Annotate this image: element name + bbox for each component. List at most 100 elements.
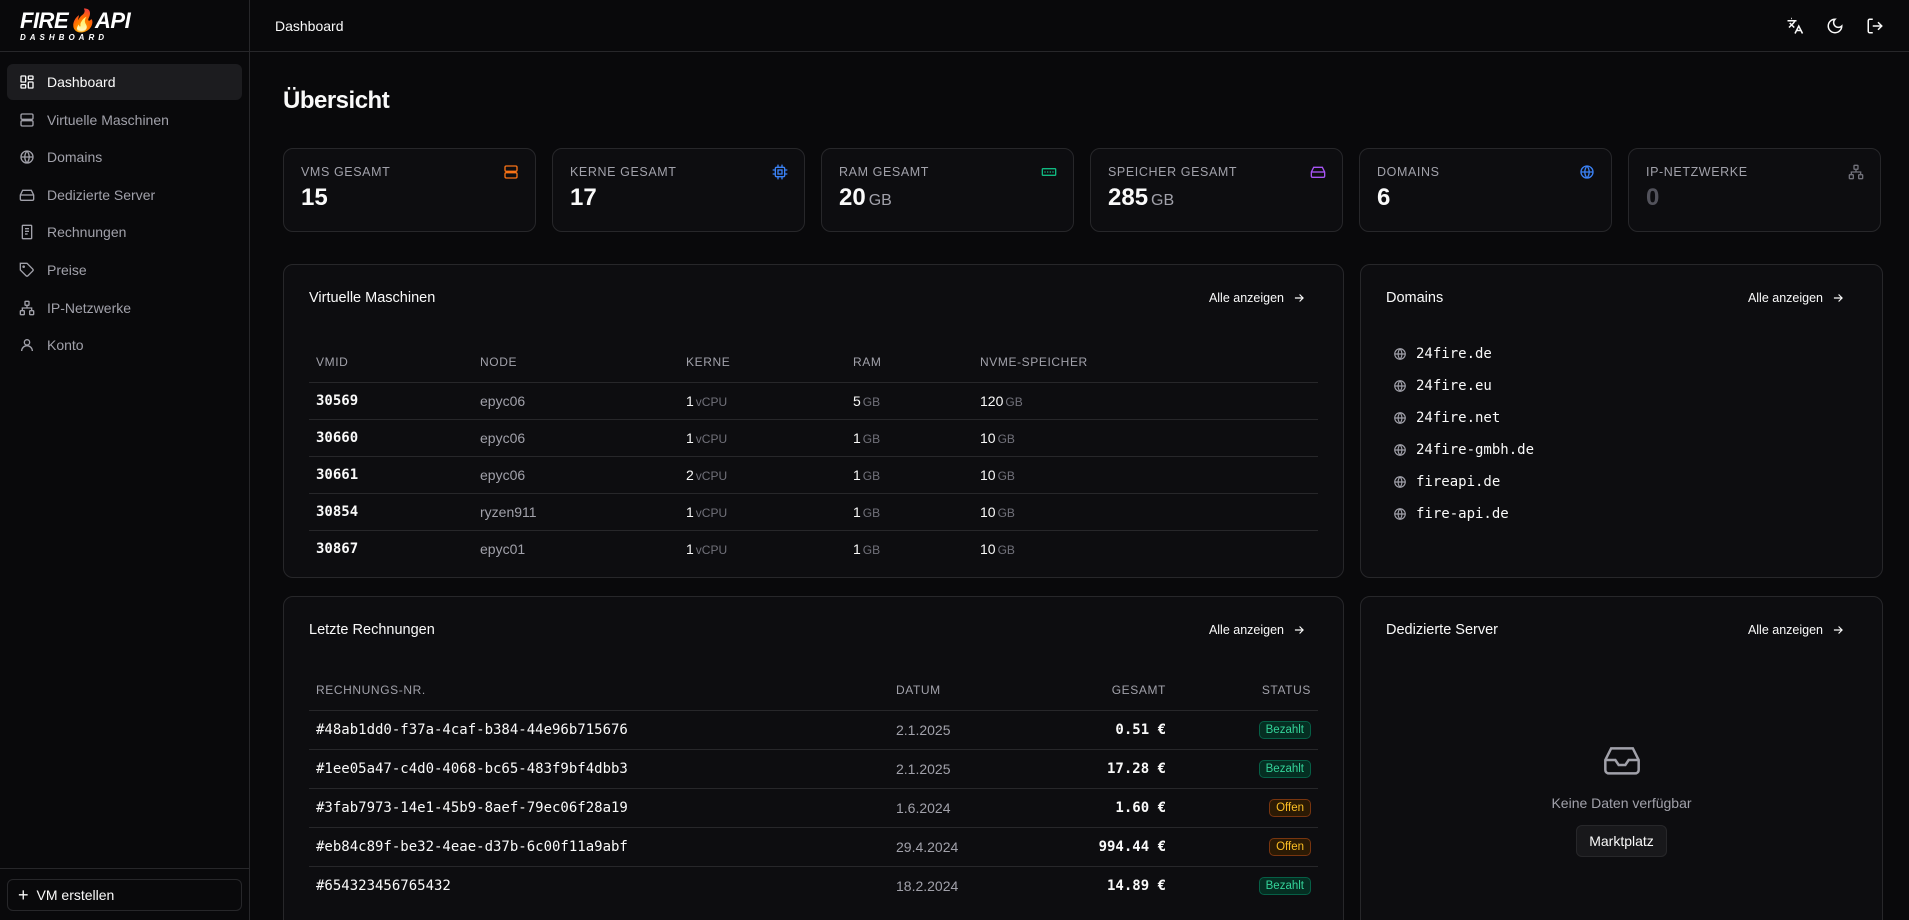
sidebar-item-dedicated-servers[interactable]: Dedizierte Server (7, 177, 242, 213)
create-vm-button[interactable]: + VM erstellen (7, 879, 242, 911)
memory-icon (1041, 168, 1057, 176)
domain-name: 24fire.net (1416, 410, 1501, 426)
stat-card-ip-networks: IP-Netzwerke 0 (1628, 148, 1881, 232)
vm-cores: 1 vCPU (679, 530, 846, 567)
column-header: KERNE (679, 342, 846, 383)
ram-value: 5 (853, 392, 861, 409)
logo[interactable]: FIRE🔥API DASHBOARD (0, 0, 249, 52)
sidebar-item-invoices[interactable]: Rechnungen (7, 214, 242, 250)
disk-value: 10 (980, 540, 996, 557)
table-row[interactable]: #48ab1dd0-f37a-4caf-b384-44e96b715676 2.1… (309, 710, 1318, 750)
stat-label: Domains (1377, 165, 1440, 179)
stat-card-ram: RAM gesamt 20 GB (821, 148, 1074, 232)
disk-value: 10 (980, 429, 996, 446)
dedicated-panel: Dedizierte Server Alle anzeigen Keine Da… (1360, 596, 1883, 920)
disk-unit: GB (997, 431, 1015, 446)
tag-icon (19, 262, 34, 277)
moon-icon[interactable] (1826, 17, 1844, 35)
vm-ram: 1 GB (846, 456, 973, 494)
status-badge: Bezahlt (1258, 877, 1311, 896)
stat-unit: GB (868, 192, 892, 209)
vm-disk: 10 GB (973, 530, 1318, 567)
list-item[interactable]: 24fire.net (1393, 402, 1850, 434)
cores-value: 1 (686, 429, 694, 446)
vm-cores: 1 vCPU (679, 419, 846, 457)
see-all-label: Alle anzeigen (1747, 622, 1823, 637)
column-header: GESAMT (1031, 670, 1173, 711)
list-item[interactable]: 24fire-gmbh.de (1393, 434, 1850, 466)
sidebar-item-domains[interactable]: Domains (7, 139, 242, 175)
dedicated-see-all-link[interactable]: Alle anzeigen (1748, 623, 1845, 637)
list-item[interactable]: 24fire.eu (1393, 370, 1850, 402)
vm-ram: 1 GB (846, 419, 973, 457)
domains-see-all-link[interactable]: Alle anzeigen (1748, 291, 1845, 305)
table-row[interactable]: 30569 epyc06 1 vCPU 5 GB 120 GB (309, 382, 1318, 420)
vm-cores: 1 vCPU (679, 493, 846, 531)
vm-node: epyc01 (480, 540, 526, 557)
hard-drive-icon (1310, 166, 1326, 178)
empty-state-text: Keine Daten verfügbar (1551, 795, 1692, 811)
column-header: NVME-SPEICHER (973, 342, 1318, 383)
table-row[interactable]: #eb84c89f-be32-4eae-d37b-6c00f11a9abf 29.… (309, 827, 1318, 867)
translate-icon[interactable] (1786, 17, 1804, 35)
table-row[interactable]: 30660 epyc06 1 vCPU 1 GB 10 GB (309, 419, 1318, 457)
vm-disk: 120 GB (973, 382, 1318, 420)
sidebar-item-prices[interactable]: Preise (7, 252, 242, 288)
dedicated-panel-title: Dedizierte Server (1386, 621, 1499, 638)
table-row[interactable]: #1ee05a47-c4d0-4068-bc65-483f9bf4dbb3 2.1… (309, 749, 1318, 789)
sidebar-item-account[interactable]: Konto (7, 327, 242, 363)
stat-value: 6 (1377, 184, 1594, 212)
vm-see-all-link[interactable]: Alle anzeigen (1209, 291, 1306, 305)
stat-number: 0 (1646, 184, 1660, 211)
cores-value: 2 (686, 466, 694, 483)
ram-unit: GB (862, 431, 881, 446)
domains-panel-title: Domains (1386, 289, 1444, 306)
marketplace-button[interactable]: Marktplatz (1576, 825, 1667, 857)
table-row[interactable]: #654323456765432 18.2.2024 14.89 € Bezahlt (309, 866, 1318, 905)
vm-cores: 2 vCPU (679, 456, 846, 494)
column-header: NODE (473, 342, 679, 383)
domain-name: 24fire.eu (1416, 378, 1492, 394)
ram-unit: GB (862, 468, 881, 483)
sidebar-item-ip-networks[interactable]: IP-Netzwerke (7, 290, 242, 326)
list-item[interactable]: fire-api.de (1393, 498, 1850, 530)
cores-value: 1 (686, 503, 694, 520)
network-icon (1848, 164, 1864, 180)
invoice-total: 0.51 € (1031, 710, 1173, 750)
column-header: STATUS (1173, 670, 1318, 711)
invoices-see-all-link[interactable]: Alle anzeigen (1209, 623, 1306, 637)
globe-icon (1394, 508, 1406, 520)
logout-icon[interactable] (1866, 17, 1884, 35)
stat-number: 20 (839, 184, 866, 211)
sidebar-item-label: Domains (47, 149, 103, 166)
list-item[interactable]: fireapi.de (1393, 466, 1850, 498)
table-row[interactable]: 30867 epyc01 1 vCPU 1 GB 10 GB (309, 530, 1318, 567)
vm-node: epyc06 (473, 456, 679, 494)
sidebar-item-virtual-machines[interactable]: Virtuelle Maschinen (7, 102, 242, 138)
invoice-number: #654323456765432 (316, 877, 451, 894)
stat-label: RAM gesamt (839, 165, 930, 179)
table-row[interactable]: 30661 epyc06 2 vCPU 1 GB 10 GB (309, 456, 1318, 494)
stat-number: 17 (570, 184, 597, 211)
invoice-number: #eb84c89f-be32-4eae-d37b-6c00f11a9abf (309, 827, 889, 867)
list-item[interactable]: 24fire.de (1393, 338, 1850, 370)
sidebar-item-dashboard[interactable]: Dashboard (7, 64, 242, 100)
vm-id: 30661 (309, 456, 473, 494)
inbox-icon (1603, 747, 1640, 775)
invoice-date: 18.2.2024 (896, 877, 959, 894)
sidebar-item-label: IP-Netzwerke (47, 299, 132, 316)
stat-label: Speicher gesamt (1108, 165, 1238, 179)
column-header: DATUM (889, 670, 1031, 711)
status-badge: Bezahlt (1258, 721, 1311, 739)
table-row[interactable]: #3fab7973-14e1-45b9-8aef-79ec06f28a19 1.6… (309, 788, 1318, 828)
stat-number: 285 (1108, 184, 1149, 211)
ram-unit: GB (862, 542, 881, 557)
table-row[interactable]: 30854 ryzen911 1 vCPU 1 GB 10 GB (309, 493, 1318, 531)
column-header: RAM (846, 342, 973, 383)
vm-node: epyc06 (473, 419, 679, 457)
status-badge: Offen (1269, 838, 1311, 856)
invoice-total: 1.60 € (1031, 788, 1173, 828)
domain-name: 24fire-gmbh.de (1416, 442, 1535, 458)
vm-id: 30569 (309, 382, 473, 420)
column-header: VMID (309, 342, 473, 383)
